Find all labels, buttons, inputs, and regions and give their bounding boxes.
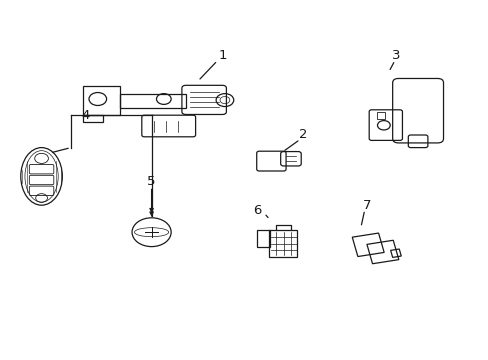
Bar — [83, 115, 102, 122]
Text: 1: 1 — [218, 49, 226, 62]
Bar — [268, 230, 297, 257]
Text: 7: 7 — [362, 199, 370, 212]
Bar — [376, 112, 385, 119]
Bar — [120, 94, 185, 108]
Text: 3: 3 — [391, 49, 400, 62]
Text: 4: 4 — [81, 109, 90, 122]
Text: 5: 5 — [147, 175, 156, 188]
Text: 6: 6 — [253, 204, 262, 217]
Bar — [256, 230, 269, 247]
Text: 2: 2 — [298, 129, 307, 141]
